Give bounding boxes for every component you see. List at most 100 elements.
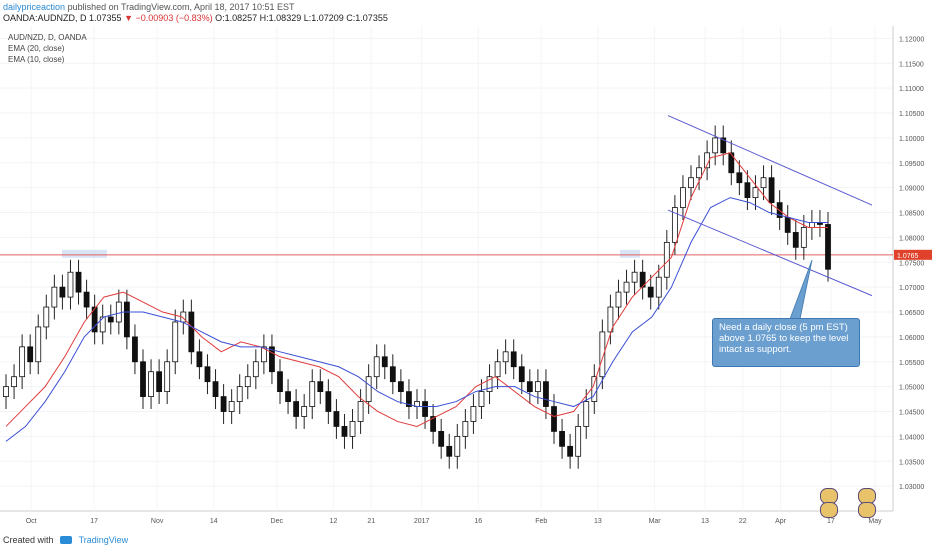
candle (156, 371, 163, 393)
candle (623, 281, 630, 293)
candle (220, 396, 227, 412)
candle (123, 301, 130, 338)
y-tick-label: 1.05000 (899, 385, 924, 392)
x-tick-label: Oct (26, 518, 37, 525)
publish-text: published on TradingView.com, April 18, … (67, 2, 295, 12)
candle (373, 356, 380, 378)
candle (478, 391, 485, 407)
created-with-text: Created with (3, 535, 54, 545)
candle (502, 351, 509, 363)
candle (381, 356, 388, 368)
y-tick-label: 1.09500 (899, 161, 924, 168)
y-tick-label: 1.10500 (899, 111, 924, 118)
candle (204, 366, 211, 383)
candle (510, 351, 517, 368)
down-arrow-icon: ▼ (124, 13, 134, 23)
candle (164, 361, 171, 393)
candle (333, 411, 340, 427)
candle (720, 137, 727, 154)
candle (430, 416, 437, 432)
y-tick-label: 1.11000 (899, 86, 924, 93)
candle (688, 177, 694, 189)
candle (543, 381, 549, 407)
candle (768, 177, 775, 203)
tradingview-link[interactable]: TradingView (78, 535, 129, 545)
candle (534, 381, 541, 393)
open: O:1.08257 (215, 13, 258, 23)
candle (591, 376, 598, 402)
candle (752, 187, 759, 199)
candle (115, 301, 122, 323)
price-chart[interactable]: 1.12000 1.11500 1.11000 1.10500 1.10000 1.095… (0, 26, 932, 526)
candle (43, 306, 50, 328)
candle (518, 366, 525, 383)
footer: Created with TradingView (3, 535, 128, 545)
candle (583, 401, 590, 427)
candle (792, 232, 799, 248)
candle (744, 182, 751, 199)
candle (35, 326, 42, 363)
y-tick-label: 1.07000 (899, 285, 924, 292)
candle (446, 445, 453, 457)
candle (784, 217, 791, 233)
close: C:1.07355 (346, 13, 388, 23)
candle (825, 224, 831, 270)
x-tick-label: Feb (535, 518, 547, 525)
candle (647, 286, 654, 298)
candle (75, 271, 82, 293)
candle (260, 346, 267, 363)
candle (99, 316, 106, 333)
x-tick-label: 22 (739, 518, 747, 525)
support-zone (620, 249, 640, 258)
candle (494, 361, 501, 378)
x-tick-label: Nov (151, 518, 164, 525)
y-tick-label: 1.10000 (899, 136, 924, 143)
candle (107, 316, 114, 323)
candle (680, 187, 686, 208)
high: H:1.08329 (259, 13, 302, 23)
candle (422, 401, 428, 417)
y-tick-label: 1.04500 (899, 410, 924, 417)
y-tick-label: 1.11500 (899, 61, 924, 68)
x-tick-label: 2017 (414, 518, 430, 525)
y-tick-label: 1.08000 (899, 235, 924, 242)
candle (301, 406, 308, 417)
candle (3, 386, 9, 397)
candle (309, 381, 316, 407)
candle (317, 381, 324, 393)
candle (269, 346, 275, 373)
emoji-icon[interactable] (820, 502, 838, 518)
legend-ema20: EMA (20, close) (8, 44, 65, 53)
y-tick-label: 1.09000 (899, 186, 924, 193)
x-tick-label: 17 (90, 518, 98, 525)
candle (454, 435, 461, 457)
emoji-icon[interactable] (858, 502, 876, 518)
legend-title: AUD/NZD, D, OANDA (8, 33, 87, 42)
candle (293, 401, 300, 417)
x-tick-label: 14 (210, 518, 218, 525)
candle (696, 167, 702, 179)
chart-legend: AUD/NZD, D, OANDA EMA (20, close) EMA (1… (8, 32, 87, 65)
y-tick-label: 1.03000 (899, 484, 924, 491)
callout-pointer (789, 259, 813, 320)
y-tick-label: 1.05500 (899, 360, 924, 367)
candle (252, 361, 259, 378)
y-tick-label: 1.04000 (899, 434, 924, 441)
candle (615, 291, 622, 308)
x-tick-label: Dec (271, 518, 284, 525)
candle (462, 421, 469, 437)
candle (631, 271, 638, 283)
ema-line (5, 152, 828, 427)
candle (277, 371, 283, 393)
x-tick-label: 13 (701, 518, 709, 525)
candle (349, 421, 356, 437)
x-tick-label: 21 (367, 518, 375, 525)
author-link[interactable]: dailypriceaction (3, 2, 66, 12)
candle (406, 391, 412, 407)
candle (607, 306, 614, 333)
candle (83, 291, 90, 308)
candle (341, 426, 348, 437)
candle (228, 401, 235, 412)
change: −0.00903 (−0.83%) (135, 13, 213, 23)
y-tick-label: 1.08500 (899, 211, 924, 218)
